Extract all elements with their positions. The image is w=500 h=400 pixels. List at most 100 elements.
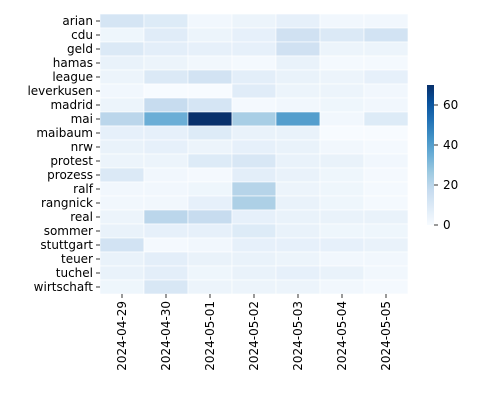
heatmap-cell xyxy=(363,55,409,71)
y-tick-label: protest xyxy=(50,154,93,168)
heatmap-cell xyxy=(275,279,321,295)
x-tick-label: 2024-05-02 xyxy=(247,301,261,371)
heatmap-cell xyxy=(99,279,145,295)
heatmap-cell xyxy=(319,13,365,29)
heatmap-cell xyxy=(231,167,277,183)
heatmap-cell xyxy=(275,251,321,267)
heatmap-cell xyxy=(231,111,277,127)
heatmap-cell xyxy=(99,167,145,183)
y-tick-label: mai xyxy=(71,112,93,126)
heatmap-cell xyxy=(231,13,277,29)
heatmap-cell xyxy=(275,111,321,127)
heatmap-cell xyxy=(363,97,409,113)
heatmap-cell xyxy=(143,97,189,113)
heatmap-cell xyxy=(275,139,321,155)
heatmap-cell xyxy=(231,209,277,225)
heatmap-cell xyxy=(187,209,233,225)
heatmap-cell xyxy=(187,181,233,197)
heatmap-cell xyxy=(99,265,145,281)
heatmap-cell xyxy=(187,139,233,155)
heatmap-cell xyxy=(319,69,365,85)
heatmap-cell xyxy=(99,41,145,57)
heatmap-cell xyxy=(275,83,321,99)
heatmap-cell xyxy=(231,223,277,239)
heatmap-cell xyxy=(363,167,409,183)
heatmap-cell xyxy=(363,279,409,295)
y-tick-label: wirtschaft xyxy=(34,280,94,294)
heatmap-cell xyxy=(143,83,189,99)
heatmap-cell xyxy=(187,195,233,211)
heatmap-cell xyxy=(275,153,321,169)
heatmap-cell xyxy=(319,223,365,239)
heatmap-cell xyxy=(275,223,321,239)
heatmap-cell xyxy=(319,83,365,99)
heatmap-cell xyxy=(99,139,145,155)
heatmap-cell xyxy=(319,125,365,141)
heatmap-cell xyxy=(143,195,189,211)
colorbar: 0 20 40 60 xyxy=(427,85,458,232)
heatmap-cell xyxy=(319,27,365,43)
colorbar-tick-label: 20 xyxy=(443,178,458,192)
heatmap-cell xyxy=(187,125,233,141)
heatmap-cell xyxy=(231,195,277,211)
heatmap-cell xyxy=(143,181,189,197)
heatmap-cell xyxy=(231,55,277,71)
heatmap-cell xyxy=(275,195,321,211)
heatmap-cell xyxy=(187,223,233,239)
heatmap-cell xyxy=(187,279,233,295)
y-tick-label: geld xyxy=(67,42,93,56)
heatmap-cell xyxy=(143,55,189,71)
heatmap-cell xyxy=(363,69,409,85)
y-tick-label: ralf xyxy=(73,182,94,196)
heatmap-cell xyxy=(143,279,189,295)
heatmap-cell xyxy=(275,55,321,71)
heatmap-cell xyxy=(275,265,321,281)
x-tick-label: 2024-05-05 xyxy=(379,301,393,371)
heatmap-cell xyxy=(319,139,365,155)
heatmap-cell xyxy=(187,167,233,183)
colorbar-tick-label: 40 xyxy=(443,138,458,152)
heatmap-cell xyxy=(143,13,189,29)
heatmap-cell xyxy=(275,97,321,113)
heatmap-cell xyxy=(275,181,321,197)
y-tick-label: madrid xyxy=(50,98,93,112)
heatmap-cell xyxy=(275,69,321,85)
y-tick-label: maibaum xyxy=(36,126,93,140)
heatmap-cell xyxy=(231,41,277,57)
heatmap-cell xyxy=(363,223,409,239)
heatmap-cell xyxy=(143,111,189,127)
heatmap-cell xyxy=(319,181,365,197)
heatmap-cell xyxy=(231,181,277,197)
heatmap-cell xyxy=(99,237,145,253)
heatmap-cell xyxy=(363,237,409,253)
heatmap-cell xyxy=(143,41,189,57)
heatmap-cell xyxy=(319,167,365,183)
heatmap-cell xyxy=(143,167,189,183)
heatmap-cell xyxy=(363,41,409,57)
heatmap-cell xyxy=(363,181,409,197)
heatmap-cell xyxy=(319,209,365,225)
y-tick-label: prozess xyxy=(47,168,93,182)
heatmap-cell xyxy=(187,83,233,99)
colorbar-gradient xyxy=(427,85,434,225)
heatmap-cell xyxy=(187,13,233,29)
y-tick-label: cdu xyxy=(71,28,93,42)
heatmap-cell xyxy=(363,139,409,155)
heatmap-cell xyxy=(363,83,409,99)
heatmap-cells xyxy=(99,13,409,295)
y-tick-label: tuchel xyxy=(56,266,93,280)
heatmap-cell xyxy=(143,265,189,281)
heatmap-cell xyxy=(99,209,145,225)
colorbar-ticks: 0 20 40 60 xyxy=(434,98,458,232)
heatmap-cell xyxy=(319,153,365,169)
heatmap-cell xyxy=(363,111,409,127)
heatmap-cell xyxy=(99,195,145,211)
heatmap-cell xyxy=(319,237,365,253)
heatmap-cell xyxy=(187,153,233,169)
heatmap-cell xyxy=(319,41,365,57)
heatmap-cell xyxy=(275,125,321,141)
heatmap-cell xyxy=(99,223,145,239)
heatmap-cell xyxy=(99,83,145,99)
y-tick-labels: ariancdugeldhamasleagueleverkusenmadridm… xyxy=(27,14,100,294)
